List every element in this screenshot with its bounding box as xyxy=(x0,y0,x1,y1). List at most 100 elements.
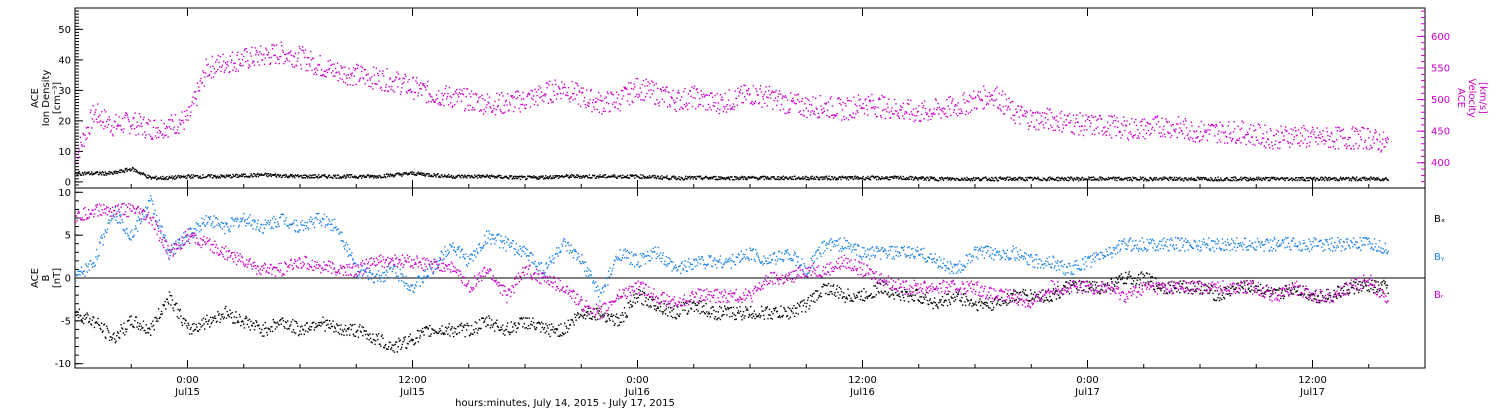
bx-point xyxy=(349,334,351,336)
density-point xyxy=(595,177,597,179)
bx-point xyxy=(473,331,476,333)
bx-point xyxy=(601,315,603,317)
density-point xyxy=(726,176,728,179)
density-point xyxy=(420,172,422,174)
bx-point xyxy=(103,323,106,325)
density-point xyxy=(938,179,940,182)
velocity-point xyxy=(908,113,911,115)
velocity-point xyxy=(600,95,602,97)
velocity-point xyxy=(484,99,486,101)
velocity-point xyxy=(139,125,141,127)
velocity-point xyxy=(410,91,412,94)
density-point xyxy=(806,178,809,181)
density-point xyxy=(543,178,545,180)
density-point xyxy=(1260,177,1262,179)
density-point xyxy=(573,177,576,179)
bx-point xyxy=(418,337,421,339)
density-point xyxy=(332,177,334,179)
density-point xyxy=(1048,179,1051,181)
bx-point xyxy=(640,293,642,296)
bx-point xyxy=(474,321,476,323)
velocity-point xyxy=(384,90,386,92)
velocity-point xyxy=(354,68,357,70)
bx-point xyxy=(645,297,647,299)
velocity-point xyxy=(137,125,139,127)
velocity-point xyxy=(1038,123,1041,125)
bx-point xyxy=(626,316,629,318)
bx-point xyxy=(700,311,703,313)
density-point xyxy=(654,176,657,178)
bx-point xyxy=(502,332,505,335)
velocity-point xyxy=(1021,106,1023,109)
velocity-point xyxy=(332,70,334,72)
bx-point xyxy=(703,305,705,307)
velocity-point xyxy=(271,44,273,46)
velocity-point xyxy=(135,134,137,136)
velocity-point xyxy=(1043,112,1046,114)
density-point xyxy=(260,173,262,175)
density-point xyxy=(666,177,669,179)
density-point xyxy=(1123,178,1126,180)
velocity-point xyxy=(117,124,119,126)
bx-point xyxy=(197,330,199,333)
density-point xyxy=(802,176,804,178)
velocity-point xyxy=(459,88,461,91)
velocity-point xyxy=(226,63,228,66)
density-point xyxy=(623,176,625,179)
velocity-point xyxy=(711,96,714,98)
velocity-point xyxy=(745,90,748,92)
velocity-point xyxy=(726,104,728,106)
density-point xyxy=(488,175,491,177)
velocity-point xyxy=(928,109,931,112)
velocity-point xyxy=(995,88,997,90)
velocity-point xyxy=(1085,114,1087,116)
density-point xyxy=(834,176,836,179)
velocity-point xyxy=(375,67,378,69)
bx-point xyxy=(501,324,504,327)
velocity-point xyxy=(1296,134,1298,136)
bx-point xyxy=(679,313,681,315)
velocity-point xyxy=(1094,116,1097,118)
velocity-point xyxy=(570,96,572,98)
velocity-point xyxy=(1222,125,1224,128)
velocity-point xyxy=(701,94,703,96)
velocity-point xyxy=(1060,110,1063,113)
bx-point xyxy=(667,306,670,309)
density-point xyxy=(620,175,622,177)
velocity-point xyxy=(129,132,131,135)
bx-point xyxy=(643,292,646,295)
velocity-point xyxy=(246,51,248,53)
bx-point xyxy=(331,325,333,328)
density-point xyxy=(511,178,514,180)
bx-point xyxy=(343,328,346,330)
bx-point xyxy=(643,291,645,294)
top-right-ytick-label: 450 xyxy=(1431,127,1450,138)
velocity-point xyxy=(468,93,471,95)
density-point xyxy=(480,176,482,179)
bx-point xyxy=(669,311,671,313)
density-point xyxy=(939,177,941,179)
velocity-point xyxy=(419,87,421,90)
velocity-point xyxy=(598,111,601,114)
density-point xyxy=(985,176,987,178)
bx-point xyxy=(556,329,558,331)
bx-point xyxy=(651,298,653,301)
bx-point xyxy=(539,323,541,325)
bx-point xyxy=(460,322,463,325)
velocity-point xyxy=(630,87,633,90)
bx-point xyxy=(499,329,502,331)
velocity-point xyxy=(129,125,132,128)
bx-point xyxy=(500,326,502,328)
velocity-point xyxy=(260,53,262,55)
velocity-point xyxy=(1331,140,1334,142)
velocity-point xyxy=(976,107,978,109)
density-point xyxy=(391,173,394,176)
density-point xyxy=(407,172,410,175)
velocity-point xyxy=(839,102,841,105)
velocity-point xyxy=(744,84,747,87)
velocity-point xyxy=(330,72,333,74)
velocity-point xyxy=(136,121,139,123)
density-point xyxy=(555,176,557,178)
velocity-point xyxy=(944,108,946,110)
velocity-point xyxy=(658,101,661,104)
